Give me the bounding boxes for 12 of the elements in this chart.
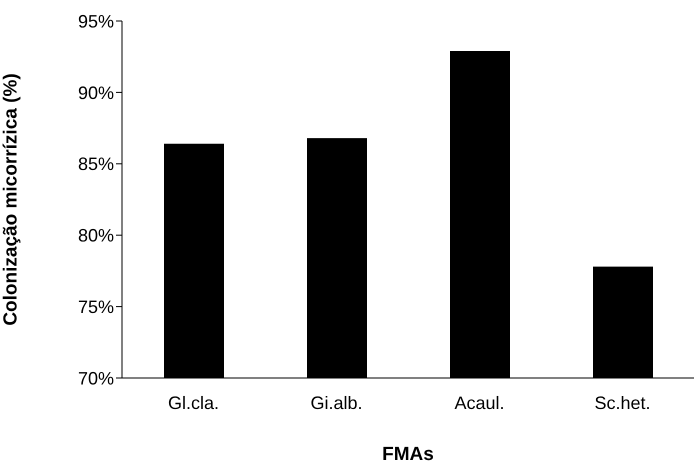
x-tick-label: Sc.het. bbox=[594, 392, 651, 413]
x-tick-label: Gl.cla. bbox=[168, 392, 220, 413]
x-tick-label: Gi.alb. bbox=[310, 392, 363, 413]
y-tick-label: 90% bbox=[78, 82, 114, 103]
y-tick-label: 80% bbox=[78, 226, 114, 246]
y-tick-label: 95% bbox=[78, 11, 114, 32]
x-axis-title: FMAs bbox=[382, 444, 434, 465]
x-tick-label: Acaul. bbox=[454, 392, 505, 413]
y-tick-label: 75% bbox=[78, 296, 114, 317]
y-tick-label: 85% bbox=[78, 154, 114, 174]
y-axis-title: Colonização micorrízica (%) bbox=[0, 73, 22, 326]
y-tick-label: 70% bbox=[78, 368, 114, 388]
